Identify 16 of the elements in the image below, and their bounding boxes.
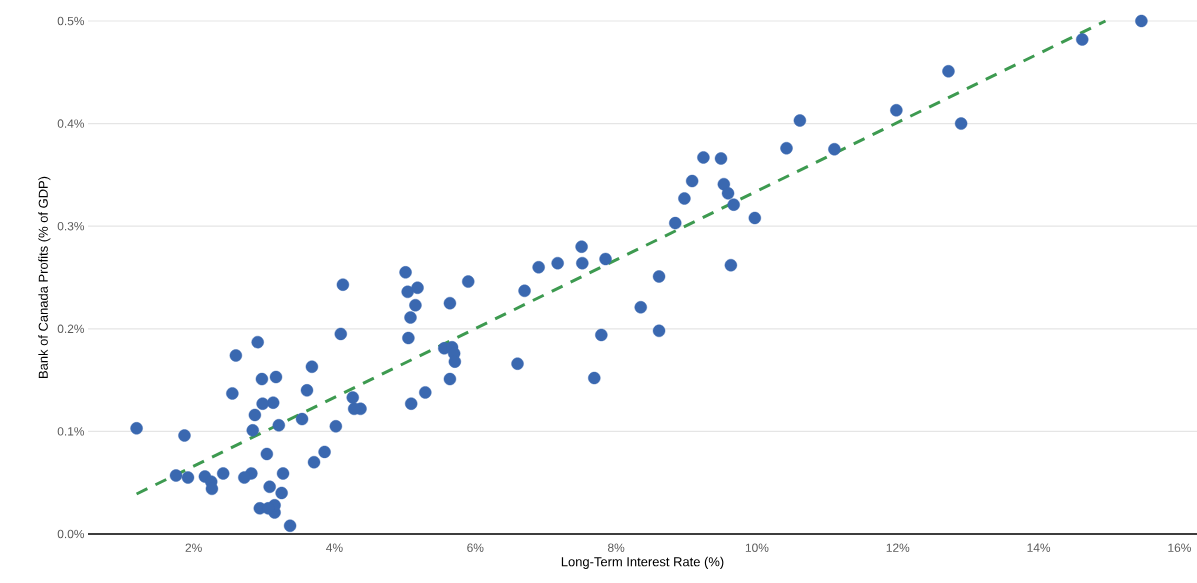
y-tick-label: 0.4% [57,119,85,128]
y-axis-title: Bank of Canada Profits (% of GDP) [38,176,51,378]
y-tick-label: 0.2% [57,324,85,334]
x-tick-label: 6% [467,543,484,552]
x-tick-label: 4% [326,543,343,552]
x-tick-label: 14% [1027,543,1051,552]
x-tick-label: 16% [1168,543,1191,552]
x-tick-label: 10% [745,543,769,552]
x-tick-label: 12% [886,543,910,552]
x-axis-title: Long-Term Interest Rate (%) [561,556,724,569]
x-tick-label: 2% [185,543,202,552]
y-tick-label: 0.0% [57,529,85,539]
y-tick-label: 0.3% [57,221,85,231]
y-tick-label: 0.1% [57,427,85,436]
x-tick-label: 8% [607,543,625,552]
y-tick-label: 0.5% [57,16,85,26]
